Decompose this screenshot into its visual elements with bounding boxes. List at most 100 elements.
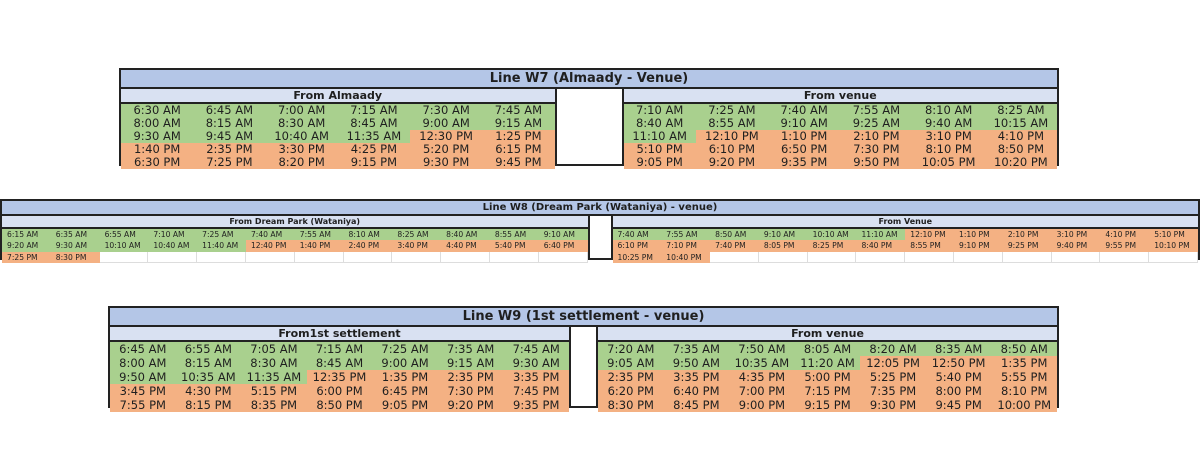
departure-time: 9:20 PM	[695, 156, 768, 169]
departure-time: 8:45 PM	[663, 398, 730, 412]
departure-time: 8:55 PM	[905, 240, 955, 252]
departure-time: 6:55 AM	[99, 229, 149, 241]
departure-time: 8:15 AM	[175, 356, 242, 370]
departure-time: 10:15 AM	[984, 117, 1057, 130]
departure-time: 9:00 PM	[729, 398, 795, 412]
departure-time: 4:25 PM	[337, 143, 410, 156]
departure-time: 8:10 PM	[912, 143, 985, 156]
departure-time: 5:10 PM	[1149, 229, 1198, 241]
direction-block-return: From venue 7:10 AM 7:25 AM 7:40 AM 7:55 AM 8:…	[623, 89, 1057, 169]
empty-cell	[954, 251, 1003, 263]
departure-time: 11:10 AM	[623, 130, 696, 143]
direction-block-return: From venue 7:20 AM 7:35 AM 7:50 AM 8:05 AM 8:…	[598, 327, 1057, 412]
departure-time: 11:10 AM	[856, 229, 906, 241]
empty-cell	[294, 251, 344, 263]
empty-cell	[197, 251, 246, 263]
departure-time: 8:15 PM	[175, 398, 242, 412]
departure-time: 9:00 AM	[410, 117, 483, 130]
empty-cell	[148, 251, 198, 263]
direction-header: From venue	[598, 327, 1057, 342]
departure-time: 9:10 AM	[758, 229, 808, 241]
departure-time: 3:45 PM	[110, 384, 176, 398]
departure-time: 3:35 PM	[503, 370, 569, 384]
departure-time: 8:10 AM	[912, 104, 985, 117]
departure-time: 9:30 PM	[410, 156, 483, 169]
departure-time: 6:45 AM	[193, 104, 266, 117]
departure-time: 12:35 PM	[306, 370, 373, 384]
departure-time: 8:05 PM	[758, 240, 808, 252]
line-w9-timetable: Line W9 (1st settlement - venue) From1st …	[108, 306, 1059, 412]
departure-time: 9:40 PM	[1051, 240, 1101, 252]
departure-time: 7:10 AM	[148, 229, 198, 241]
departure-time: 8:45 AM	[337, 117, 410, 130]
direction-block-outbound: From Dream Park (Wataniya) 6:15 AM 6:35 AM…	[2, 216, 588, 263]
departure-time: 3:30 PM	[265, 143, 338, 156]
departure-time: 9:30 PM	[860, 398, 926, 412]
departure-time: 7:50 AM	[729, 342, 795, 356]
departure-time: 4:10 PM	[984, 130, 1057, 143]
schedule-grid: 7:20 AM 7:35 AM 7:50 AM 8:05 AM 8:20 AM 8:35 …	[598, 342, 1057, 412]
departure-time: 8:30 PM	[598, 398, 664, 412]
departure-time: 10:25 PM	[612, 251, 662, 263]
departure-time: 9:50 AM	[663, 356, 730, 370]
departure-time: 12:05 PM	[860, 356, 926, 370]
departure-time: 7:40 AM	[245, 229, 295, 241]
direction-header: From venue	[623, 89, 1057, 104]
departure-time: 9:30 AM	[503, 356, 569, 370]
departure-time: 7:10 PM	[661, 240, 711, 252]
departure-time: 12:10 PM	[695, 130, 768, 143]
departure-time: 6:40 PM	[663, 384, 730, 398]
departure-time: 6:15 AM	[2, 229, 51, 241]
departure-time: 8:05 AM	[794, 342, 861, 356]
departure-time: 7:30 PM	[437, 384, 504, 398]
departure-time: 10:40 AM	[265, 130, 338, 143]
departure-time: 9:20 PM	[437, 398, 504, 412]
departure-time: 8:00 PM	[925, 384, 992, 398]
direction-header: From Almaady	[121, 89, 555, 104]
line-title: Line W7 (Almaady - Venue)	[121, 70, 1057, 89]
empty-cell	[710, 251, 759, 263]
departure-time: 9:00 AM	[372, 356, 438, 370]
departure-time: 9:40 AM	[912, 117, 985, 130]
departure-time: 8:10 AM	[343, 229, 393, 241]
departure-time: 2:10 PM	[1002, 229, 1052, 241]
departure-time: 8:40 AM	[623, 117, 696, 130]
departure-time: 6:50 PM	[768, 143, 841, 156]
departure-time: 9:50 AM	[110, 370, 176, 384]
departure-time: 8:50 AM	[991, 342, 1057, 356]
departure-time: 7:20 AM	[598, 342, 664, 356]
line-w8-timetable: Line W8 (Dream Park (Wataniya) - venue) F…	[0, 199, 1200, 263]
departure-time: 9:05 PM	[372, 398, 438, 412]
empty-cell	[245, 251, 295, 263]
departure-time: 8:55 AM	[489, 229, 539, 241]
schedule-grid: 6:15 AM 6:35 AM 6:55 AM 7:10 AM 7:25 AM 7:40 …	[2, 229, 588, 263]
departure-time: 2:35 PM	[193, 143, 266, 156]
departure-time: 9:15 AM	[437, 356, 504, 370]
direction-header: From Venue	[612, 216, 1198, 229]
departure-time: 8:30 AM	[241, 356, 307, 370]
departure-time: 11:35 AM	[241, 370, 307, 384]
departure-time: 1:10 PM	[768, 130, 841, 143]
departure-time: 10:35 AM	[729, 356, 795, 370]
empty-cell	[1100, 251, 1150, 263]
departure-time: 9:10 AM	[768, 117, 841, 130]
departure-time: 10:20 PM	[984, 156, 1057, 169]
departure-time: 1:35 PM	[991, 356, 1057, 370]
departure-time: 7:40 PM	[710, 240, 759, 252]
departure-time: 6:10 PM	[695, 143, 768, 156]
empty-cell	[856, 251, 906, 263]
departure-time: 7:00 AM	[265, 104, 338, 117]
departure-time: 5:15 PM	[241, 384, 307, 398]
line-title: Line W9 (1st settlement - venue)	[110, 308, 1057, 327]
departure-time: 9:15 PM	[337, 156, 410, 169]
departure-time: 11:20 AM	[794, 356, 861, 370]
departure-time: 3:10 PM	[912, 130, 985, 143]
departure-time: 9:35 PM	[768, 156, 841, 169]
departure-time: 6:30 AM	[121, 104, 194, 117]
departure-time: 8:00 AM	[121, 117, 194, 130]
departure-time: 10:10 PM	[1149, 240, 1198, 252]
departure-time: 8:35 PM	[241, 398, 307, 412]
departure-time: 8:25 AM	[984, 104, 1057, 117]
empty-cell	[441, 251, 490, 263]
departure-time: 6:55 AM	[175, 342, 242, 356]
